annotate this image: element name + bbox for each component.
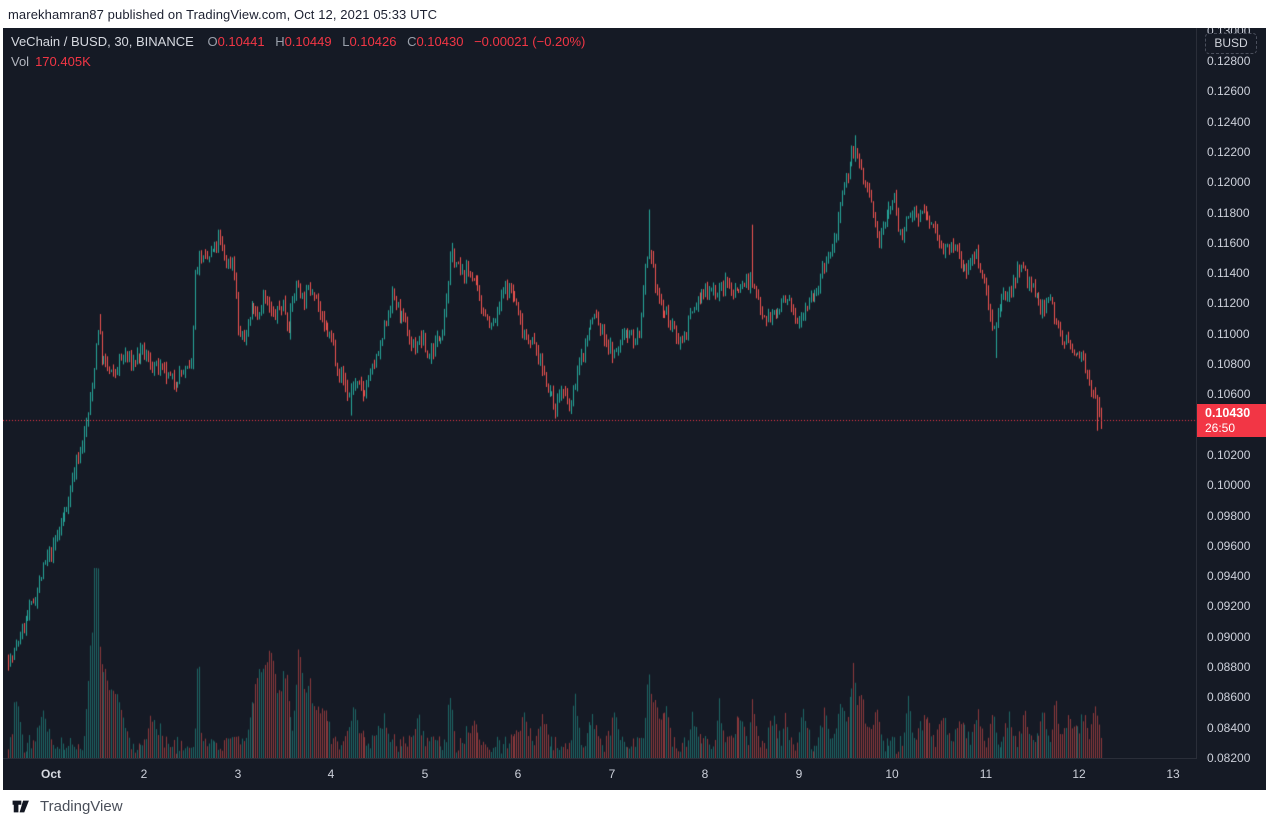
price-tick: 0.09800 (1207, 508, 1251, 523)
tradingview-link[interactable]: TradingView (12, 798, 123, 815)
time-tick: 4 (327, 767, 335, 781)
time-tick: 12 (1072, 767, 1086, 781)
time-tick: 13 (1166, 767, 1180, 781)
price-tick: 0.10800 (1207, 357, 1251, 372)
price-tick: 0.10600 (1207, 387, 1251, 402)
high-label: H (275, 34, 285, 49)
price-tick: 0.12600 (1207, 84, 1251, 99)
price-tick: 0.08200 (1207, 751, 1251, 765)
low-value: 0.10426 (349, 34, 397, 49)
candlestick-canvas[interactable] (3, 28, 1197, 758)
brand-name: TradingView (40, 798, 123, 815)
high-value: 0.10449 (284, 34, 332, 49)
price-tick: 0.10000 (1207, 478, 1251, 493)
price-tick: 0.08600 (1207, 690, 1251, 705)
price-tick: 0.13000 (1207, 28, 1250, 39)
price-tick: 0.11600 (1207, 235, 1250, 250)
price-tick: 0.11400 (1207, 266, 1250, 281)
low-label: L (342, 34, 350, 49)
publish-bar: marekhamran87 published on TradingView.c… (0, 0, 1269, 28)
close-value: 0.10430 (416, 34, 464, 49)
brand-bar: TradingView (0, 790, 1269, 823)
price-tick: 0.12800 (1207, 54, 1251, 69)
price-axis[interactable]: 0.13000 0.12800 0.12600 0.12400 0.12200 0.120… (1196, 28, 1266, 790)
volume-label: Vol (11, 54, 30, 69)
time-axis[interactable]: Oct 2 3 4 5 6 7 8 9 10 11 12 13 (3, 758, 1197, 790)
time-tick: 3 (234, 767, 242, 781)
price-tick: 0.09600 (1207, 538, 1251, 553)
price-tick: 0.11200 (1207, 296, 1250, 311)
open-label: O (207, 34, 218, 49)
price-tick: 0.11800 (1207, 205, 1250, 220)
time-tick: 8 (701, 767, 709, 781)
price-tick: 0.10200 (1207, 447, 1251, 462)
price-tick: 0.09000 (1207, 629, 1251, 644)
time-tick: 11 (979, 767, 993, 781)
price-tick: 0.12000 (1207, 175, 1251, 190)
time-tick: Oct (40, 767, 62, 781)
last-price-value: 0.10430 (1205, 406, 1251, 420)
last-price-badge: 0.10430 26:50 (1197, 404, 1266, 437)
time-tick: 9 (795, 767, 803, 781)
price-tick: 0.12400 (1207, 114, 1251, 129)
publish-text: marekhamran87 published on TradingView.c… (8, 6, 438, 22)
currency-unit-button[interactable]: BUSD (1205, 33, 1257, 54)
price-tick: 0.08800 (1207, 660, 1251, 675)
price-tick: 0.12200 (1207, 144, 1251, 159)
volume-value: 170.405K (35, 54, 91, 69)
open-value: 0.10441 (217, 34, 265, 49)
symbol-title[interactable]: VeChain / BUSD, 30, BINANCE (11, 34, 194, 49)
price-tick: 0.09400 (1207, 569, 1251, 584)
price-tick: 0.08400 (1207, 720, 1251, 735)
tradingview-logo-icon (12, 800, 29, 813)
close-label: C (407, 34, 417, 49)
price-tick: 0.09200 (1207, 599, 1251, 614)
time-tick: 2 (140, 767, 148, 781)
chart-legend: VeChain / BUSD, 30, BINANCE O0.10441 H0.… (11, 33, 585, 70)
chart-area: VeChain / BUSD, 30, BINANCE O0.10441 H0.… (3, 28, 1266, 790)
bar-countdown: 26:50 (1205, 421, 1236, 435)
time-tick: 7 (608, 767, 616, 781)
change-value: −0.00021 (−0.20%) (474, 34, 586, 49)
time-tick: 5 (421, 767, 429, 781)
time-tick: 10 (885, 767, 899, 781)
price-pane[interactable]: VeChain / BUSD, 30, BINANCE O0.10441 H0.… (3, 28, 1197, 758)
price-tick: 0.11000 (1207, 326, 1250, 341)
time-tick: 6 (514, 767, 522, 781)
